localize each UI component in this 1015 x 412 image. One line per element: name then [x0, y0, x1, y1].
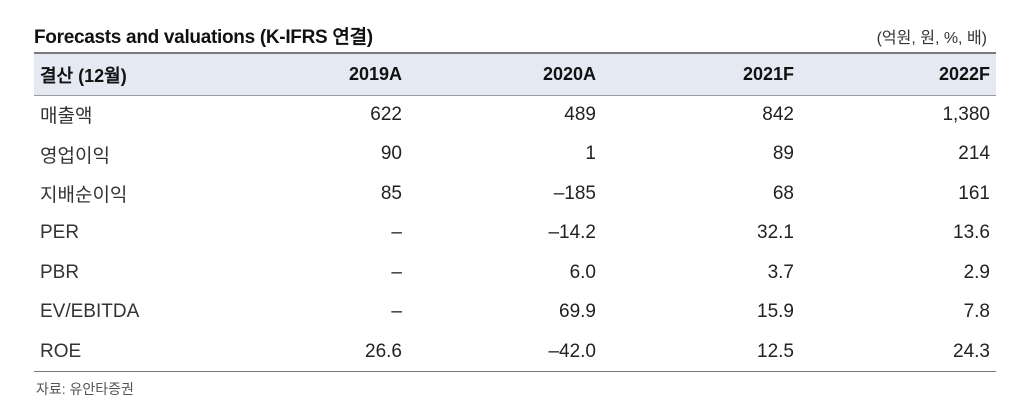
- header-band: [34, 54, 996, 95]
- forecast-table: 결산 (12월) 2019A 2020A 2021F 2022F 매출액 622…: [34, 54, 996, 372]
- table-cell: 24.3: [953, 340, 990, 362]
- row-label: 지배순이익: [40, 185, 128, 207]
- header-cell-2020a: 2020A: [542, 64, 596, 84]
- table-cell: 489: [564, 103, 596, 125]
- table-cell: 842: [762, 103, 794, 125]
- table-cell: 13.6: [953, 222, 990, 244]
- header-cell-2022f: 2022F: [938, 64, 990, 84]
- table-row: 지배순이익 85 –185 68 161: [34, 174, 996, 214]
- table-cell: 26.6: [365, 340, 402, 362]
- table-cell: 69.9: [559, 301, 596, 323]
- source-note: 자료: 유안타증권: [36, 381, 134, 397]
- header-cell-period: 결산 (12월): [40, 65, 127, 86]
- table-cell: –14.2: [548, 222, 596, 244]
- table-row: PER – –14.2 32.1 13.6: [34, 214, 996, 254]
- header-row: 결산 (12월) 2019A 2020A 2021F 2022F: [34, 54, 996, 95]
- row-label: PER: [40, 222, 80, 244]
- table-cell: 90: [380, 143, 402, 165]
- table-title-row: Forecasts and valuations (K-IFRS 연결) (억원…: [34, 20, 989, 48]
- row-label: ROE: [40, 340, 82, 362]
- table-cell: 7.8: [963, 301, 990, 323]
- unit-note: (억원, 원, %, 배): [876, 30, 987, 47]
- table-cell: 68: [772, 182, 794, 204]
- table-cell: 214: [958, 143, 990, 165]
- table-cell: 161: [958, 182, 990, 204]
- table-cell: –185: [553, 182, 596, 204]
- table-cell: 1,380: [942, 103, 990, 125]
- table-row: 매출액 622 489 842 1,380: [34, 95, 996, 135]
- table-cell: 32.1: [757, 222, 794, 244]
- table-cell: –42.0: [548, 340, 596, 362]
- table-cell: –: [391, 261, 402, 283]
- table-row: EV/EBITDA – 69.9 15.9 7.8: [34, 293, 996, 333]
- top-rule: [34, 52, 996, 54]
- row-label: EV/EBITDA: [40, 301, 140, 323]
- header-cell-2019a: 2019A: [348, 64, 402, 84]
- row-label: 영업이익: [40, 145, 110, 167]
- table-row: PBR – 6.0 3.7 2.9: [34, 253, 996, 293]
- table-cell: 12.5: [757, 340, 794, 362]
- table-cell: 89: [772, 143, 794, 165]
- table-row: ROE 26.6 –42.0 12.5 24.3: [34, 332, 996, 372]
- table-title: Forecasts and valuations (K-IFRS 연결): [34, 27, 373, 48]
- table-cell: 1: [585, 143, 596, 165]
- table-cell: 85: [380, 182, 402, 204]
- bottom-rule: [34, 371, 996, 372]
- table-cell: 3.7: [767, 261, 794, 283]
- header-cell-2021f: 2021F: [742, 64, 794, 84]
- table-cell: 2.9: [963, 261, 990, 283]
- table-cell: 6.0: [569, 261, 596, 283]
- table-cell: 15.9: [757, 301, 794, 323]
- table-cell: –: [391, 301, 402, 323]
- row-label: 매출액: [40, 106, 93, 128]
- table-cell: 622: [370, 103, 402, 125]
- table-row: 영업이익 90 1 89 214: [34, 135, 996, 175]
- table-cell: –: [391, 222, 402, 244]
- row-label: PBR: [40, 261, 80, 283]
- header-rule: [34, 95, 996, 96]
